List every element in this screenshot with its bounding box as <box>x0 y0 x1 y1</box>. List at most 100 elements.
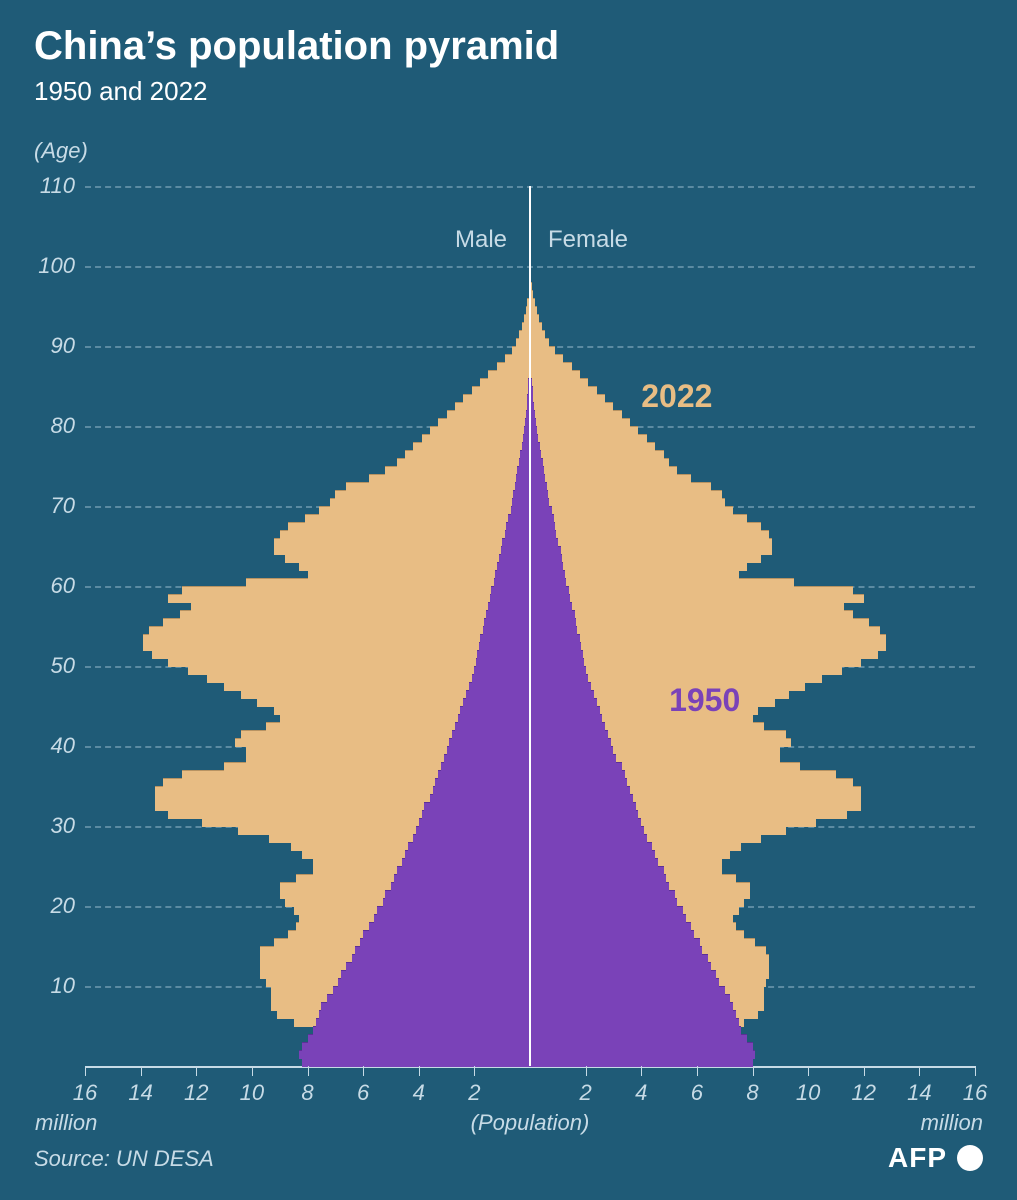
bar-female <box>530 898 677 907</box>
bar-male <box>405 450 530 459</box>
bar-female <box>530 442 540 451</box>
bar-female <box>530 538 772 547</box>
bar-male <box>505 530 530 539</box>
bar-male <box>419 818 530 827</box>
bar-female <box>530 954 708 963</box>
bar-female <box>530 850 655 859</box>
x-tick <box>641 1066 642 1076</box>
bar-female <box>530 914 686 923</box>
bar-female <box>530 698 597 707</box>
bar-male <box>346 962 530 971</box>
bar-male <box>182 586 530 595</box>
bar-male <box>497 562 530 571</box>
bar-female <box>530 490 548 499</box>
bar-female <box>530 962 711 971</box>
bar-male <box>460 706 530 715</box>
bar-female <box>530 762 622 771</box>
bar-male <box>488 602 530 611</box>
bar-male <box>452 730 530 739</box>
bar-female <box>530 818 641 827</box>
gender-male-label: Male <box>455 226 507 254</box>
bar-male <box>447 746 530 755</box>
bar-female <box>530 618 869 627</box>
bar-female <box>530 522 761 531</box>
bar-male <box>490 594 530 603</box>
bar-female <box>530 554 562 563</box>
bar-female <box>530 642 886 651</box>
credit-text: AFP <box>888 1142 947 1174</box>
bar-male <box>280 530 530 539</box>
bar-male <box>319 1010 530 1019</box>
x-tick-label: 4 <box>413 1080 425 1106</box>
bar-female <box>530 842 652 851</box>
bar-female <box>530 418 630 427</box>
bar-male <box>346 482 530 491</box>
bar-female <box>530 410 622 419</box>
bar-male <box>335 490 530 499</box>
bar-male <box>488 370 530 379</box>
x-tick-label: 14 <box>128 1080 152 1106</box>
bar-female <box>530 826 644 835</box>
bar-male <box>416 826 530 835</box>
bar-female <box>530 1050 755 1059</box>
bar-male <box>516 474 530 483</box>
bar-female <box>530 330 545 339</box>
bar-female <box>530 370 580 379</box>
bar-male <box>474 666 530 675</box>
bar-female <box>530 1042 753 1051</box>
bar-male <box>495 570 530 579</box>
bar-male <box>513 490 530 499</box>
bar-male <box>391 882 530 891</box>
bar-male <box>377 906 530 915</box>
y-tick-label: 100 <box>25 253 75 279</box>
bar-male <box>385 890 530 899</box>
x-tick-label: 12 <box>184 1080 208 1106</box>
x-tick <box>85 1066 86 1076</box>
bar-female <box>530 530 556 539</box>
bar-male <box>505 354 530 363</box>
bar-female <box>530 602 572 611</box>
bar-male <box>327 994 530 1003</box>
x-tick-label: 10 <box>796 1080 820 1106</box>
x-tick-label: 16 <box>963 1080 987 1106</box>
y-tick-label: 10 <box>25 973 75 999</box>
bar-male <box>516 338 530 347</box>
bar-female <box>530 882 669 891</box>
chart-frame: China’s population pyramid 1950 and 2022… <box>0 0 1017 1200</box>
bar-male <box>483 626 530 635</box>
bar-male <box>515 482 530 491</box>
bar-male <box>413 442 530 451</box>
bar-female <box>530 1018 739 1027</box>
bar-female <box>530 906 683 915</box>
chart-title: China’s population pyramid <box>34 24 559 69</box>
bar-female <box>530 930 694 939</box>
bar-male <box>466 690 530 699</box>
bar-female <box>530 1034 747 1043</box>
bar-male <box>285 554 530 563</box>
bar-male <box>152 650 530 659</box>
x-unit-left: million <box>35 1110 97 1136</box>
bar-male <box>491 586 530 595</box>
pyramid-chart <box>85 186 975 1066</box>
bar-male <box>449 738 530 747</box>
x-tick-label: 8 <box>301 1080 313 1106</box>
x-unit-right: million <box>921 1110 983 1136</box>
bar-male <box>274 538 530 547</box>
bar-male <box>374 914 530 923</box>
bar-female <box>530 458 543 467</box>
bar-male <box>163 618 530 627</box>
bar-female <box>530 754 616 763</box>
gender-female-label: Female <box>548 226 628 254</box>
bar-female <box>530 362 572 371</box>
x-tick-label: 4 <box>635 1080 647 1106</box>
bar-female <box>530 594 864 603</box>
bar-male <box>363 930 530 939</box>
bar-female <box>530 514 747 523</box>
bar-male <box>316 1018 530 1027</box>
bar-male <box>438 770 530 779</box>
bar-male <box>472 674 530 683</box>
bar-female <box>530 722 605 731</box>
bar-male <box>413 834 530 843</box>
bar-female <box>530 354 563 363</box>
bar-female <box>530 594 570 603</box>
